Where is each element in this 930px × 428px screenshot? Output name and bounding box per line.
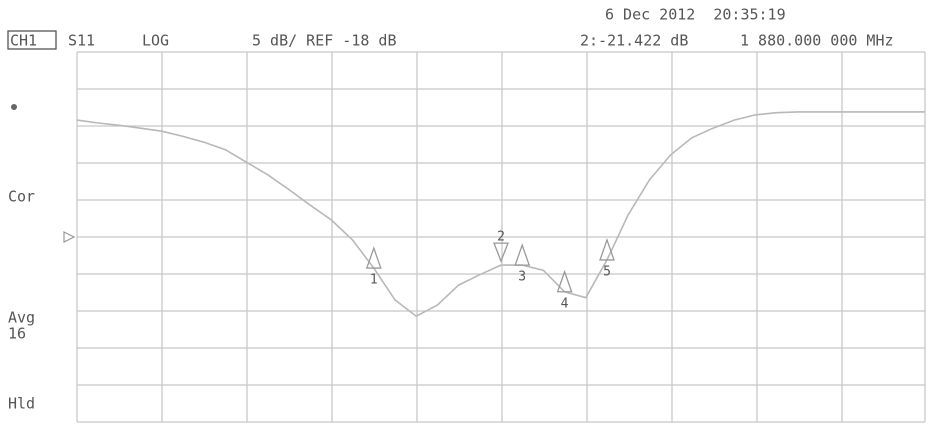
marker-frequency: 1 880.000 000 MHz — [740, 32, 894, 50]
channel: CH1 — [10, 32, 37, 50]
trace — [76, 111, 925, 318]
marker-label: 5 — [603, 264, 611, 279]
marker-label: 3 — [518, 270, 526, 285]
avg-count: 16 — [8, 325, 26, 343]
hld-label: Hld — [8, 395, 35, 413]
channel-box — [7, 30, 57, 50]
marker-label: 4 — [561, 296, 569, 311]
marker-symbol — [556, 269, 573, 293]
reference-pointer — [63, 231, 76, 243]
marker-symbol — [599, 237, 615, 261]
cor-label: Cor — [8, 188, 35, 206]
marker-readout: 2:-21.422 dB — [580, 32, 688, 50]
avg-label: Avg — [8, 309, 35, 327]
datetime: 6 Dec 2012 20:35:19 — [605, 6, 786, 24]
parameter: S11 — [68, 32, 95, 50]
scale: 5 dB/ REF -18 dB — [252, 32, 397, 50]
format: LOG — [142, 32, 169, 50]
marker-label: 1 — [370, 273, 378, 288]
marker-label: 2 — [497, 230, 505, 245]
marker-symbol — [365, 246, 382, 269]
marker-symbol — [514, 243, 531, 266]
status-dot — [11, 104, 17, 110]
marker-symbol — [493, 242, 509, 263]
